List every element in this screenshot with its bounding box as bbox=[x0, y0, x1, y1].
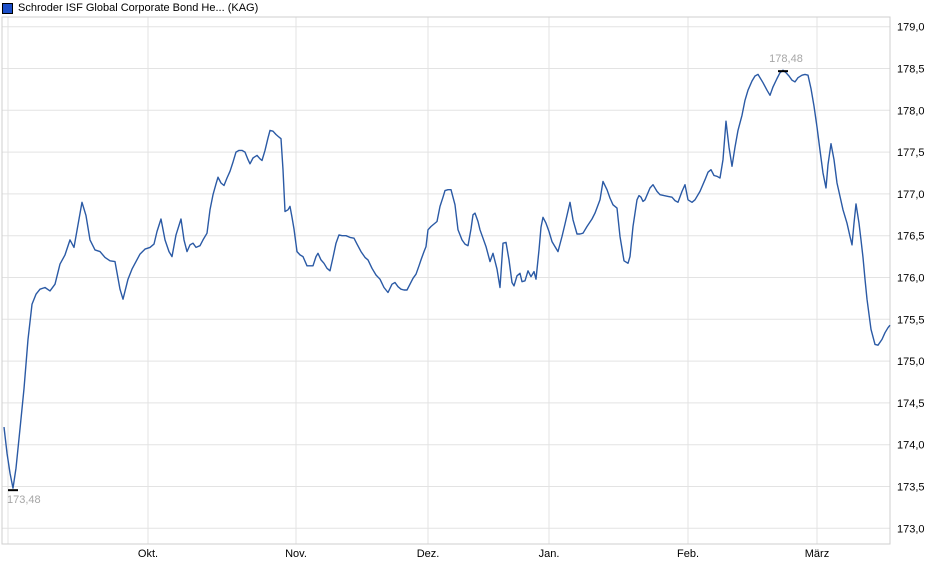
y-axis-label: 173,0 bbox=[897, 523, 925, 535]
x-axis-label: Okt. bbox=[138, 548, 158, 560]
y-axis-label: 174,5 bbox=[897, 398, 925, 410]
series-color-swatch bbox=[2, 2, 13, 14]
y-axis-label: 174,0 bbox=[897, 440, 925, 452]
y-axis-label: 176,5 bbox=[897, 231, 925, 243]
price-line bbox=[3, 69, 891, 489]
x-axis-label: Dez. bbox=[417, 548, 440, 560]
x-axis-label: Nov. bbox=[285, 548, 307, 560]
plot-frame bbox=[1, 16, 891, 545]
y-axis-label: 178,5 bbox=[897, 64, 925, 76]
y-axis-label: 177,5 bbox=[897, 147, 925, 159]
x-axis-label: Jan. bbox=[539, 548, 560, 560]
chart-legend: Schroder ISF Global Corporate Bond He...… bbox=[2, 1, 258, 15]
y-axis-label: 178,0 bbox=[897, 105, 925, 117]
y-axis-label: 179,0 bbox=[897, 22, 925, 34]
y-axis-label: 173,5 bbox=[897, 482, 925, 494]
y-axis-label: 177,0 bbox=[897, 189, 925, 201]
min-value-label: 173,48 bbox=[7, 494, 41, 506]
max-value-label: 178,48 bbox=[769, 53, 803, 65]
x-axis-label: Feb. bbox=[677, 548, 699, 560]
y-axis-label: 175,0 bbox=[897, 356, 925, 368]
y-axis-label: 175,5 bbox=[897, 314, 925, 326]
chart-title: Schroder ISF Global Corporate Bond He...… bbox=[18, 2, 259, 14]
x-axis-label: März bbox=[805, 548, 829, 560]
y-axis-label: 176,0 bbox=[897, 273, 925, 285]
